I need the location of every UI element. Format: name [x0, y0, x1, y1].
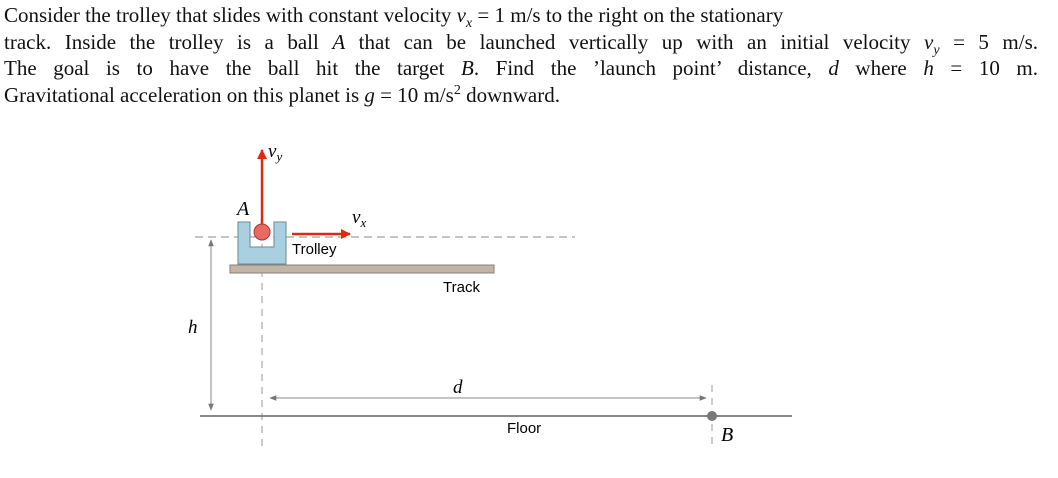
height-label: h [188, 317, 198, 338]
line: Gravitational acceleration on this plane… [4, 82, 1038, 109]
ball-label: A [235, 198, 250, 220]
line: track. Inside the trolley is a ball A th… [4, 29, 1038, 58]
text: where [838, 56, 924, 81]
text: downward. [460, 83, 560, 108]
ball [253, 223, 271, 241]
text: = 10 m. [933, 56, 1038, 81]
text: = 10 m/s [374, 83, 454, 108]
text: = 1 m/s to the right on the stationary [472, 3, 784, 27]
math: y [274, 149, 282, 164]
math: g [364, 83, 375, 108]
math: v [268, 141, 277, 162]
math: v [456, 3, 466, 27]
math: 2 [453, 83, 461, 99]
math: h [923, 56, 934, 81]
vy-label: vy [268, 141, 282, 164]
math: v [924, 29, 934, 54]
math: B [460, 56, 474, 81]
trolley [237, 221, 287, 265]
text: track. Inside the trolley is a ball [4, 29, 333, 54]
vx-label: vx [352, 207, 366, 230]
text: Consider the trolley that slides with co… [4, 3, 457, 27]
text: that can be launched vertically up with … [345, 29, 925, 54]
floor-label: Floor [507, 420, 541, 437]
distance-label: d [453, 377, 463, 398]
math: d [828, 56, 839, 81]
math: y [933, 42, 940, 58]
problem-text: Consider the trolley that slides with co… [4, 2, 1038, 109]
track [229, 264, 495, 274]
track-label: Track [443, 279, 480, 296]
math: x [359, 215, 366, 230]
target [707, 411, 717, 421]
text: Gravitational acceleration on this plane… [4, 83, 365, 108]
trolley-label: Trolley [292, 241, 337, 258]
math: x [465, 16, 473, 32]
text: = 5 m/s. [939, 29, 1038, 54]
target-label: B [721, 424, 733, 446]
math: A [332, 29, 346, 54]
math: v [352, 207, 361, 228]
text: The goal is to have the ball hit the tar… [4, 56, 461, 81]
line: Consider the trolley that slides with co… [4, 2, 1038, 32]
text: . Find the ’launch point’ distance, [473, 56, 829, 81]
line: The goal is to have the ball hit the tar… [4, 55, 1038, 82]
